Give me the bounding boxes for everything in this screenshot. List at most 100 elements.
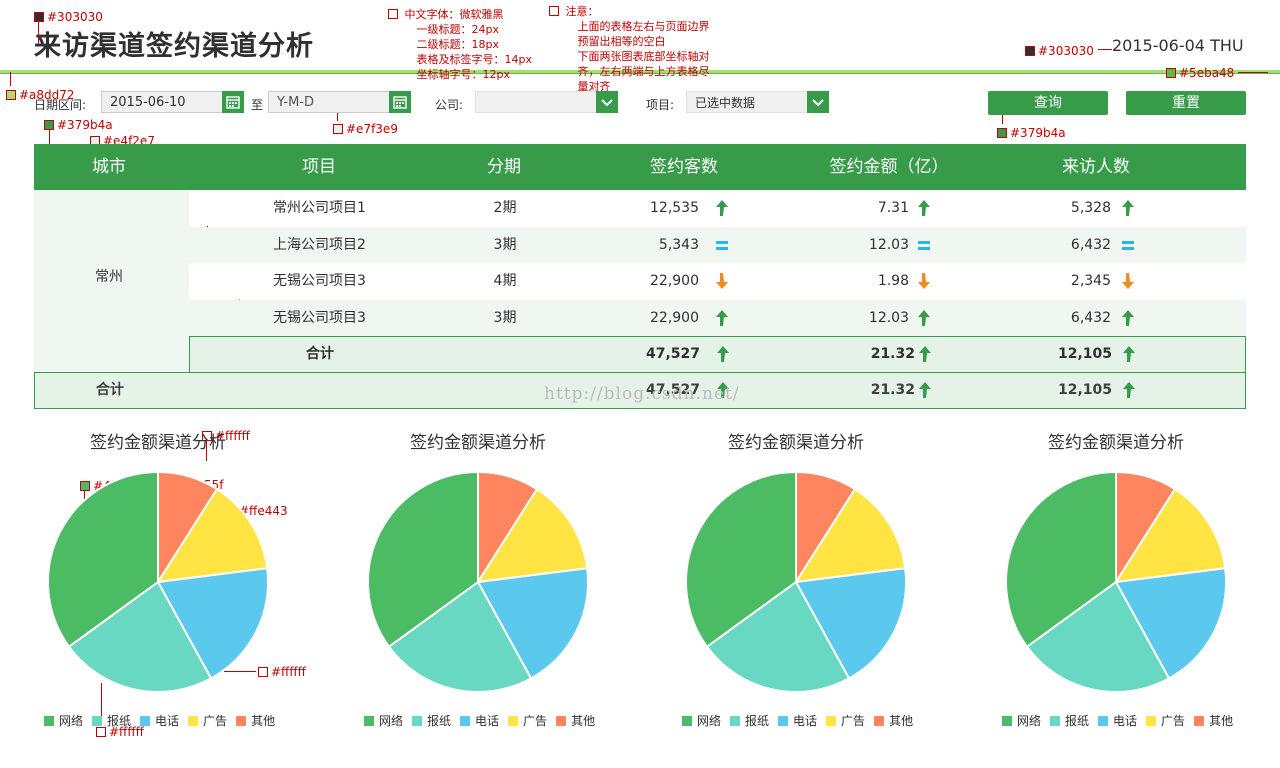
legend-swatch-icon <box>730 716 741 726</box>
pie-slice-电话[interactable] <box>1114 567 1227 680</box>
chevron-down-icon[interactable] <box>807 91 829 113</box>
legend-swatch-icon <box>1002 716 1012 726</box>
legend-label: 电话 <box>793 714 818 728</box>
pie-slice-报纸[interactable] <box>1025 580 1171 693</box>
calendar-icon[interactable] <box>222 91 244 113</box>
legend-item[interactable]: 报纸 <box>412 714 451 728</box>
pie-slice-广告[interactable] <box>1114 487 1227 584</box>
pie-slice-广告[interactable] <box>476 487 589 584</box>
trend-up-icon <box>919 382 931 398</box>
legend-item[interactable]: 其他 <box>1194 714 1233 728</box>
table-row: 上海公司项目2 3期 5,343 12.03 6,432 <box>189 226 1246 263</box>
color-label-text: #ffe443 <box>239 504 288 518</box>
color-label-text: #379b4a <box>1010 126 1066 140</box>
color-label-title: #303030 <box>34 10 103 24</box>
amount-cell: 1.98 <box>877 273 909 289</box>
visitors-cell: 6,432 <box>1070 236 1111 253</box>
total-amount: 21.32 <box>870 382 915 398</box>
company-select[interactable] <box>475 91 597 113</box>
color-label-text: #ffffff <box>271 665 306 679</box>
legend-item[interactable]: 其他 <box>236 714 275 728</box>
leader-line <box>10 72 11 86</box>
legend-item[interactable]: 报纸 <box>1050 714 1089 728</box>
swatch-icon <box>333 124 343 134</box>
pie-slice-电话[interactable] <box>156 567 269 680</box>
pie-chart <box>367 470 589 693</box>
trend-up-icon <box>716 200 728 216</box>
date-from-input[interactable]: 2015-06-10 <box>101 91 223 113</box>
color-label-text: #ffffff <box>109 725 144 739</box>
color-label-legend-bg: #ffffff <box>96 725 144 739</box>
swatch-icon <box>258 667 268 677</box>
legend-item[interactable]: 广告 <box>1146 714 1185 728</box>
legend-swatch-icon <box>826 716 837 726</box>
project-cell: 无锡公司项目3 <box>273 309 366 326</box>
legend-swatch-icon <box>556 716 567 726</box>
pie-slice-网络[interactable] <box>47 470 159 649</box>
color-label-text: #303030 <box>1038 44 1094 58</box>
customers-cell: 5,343 <box>658 236 699 253</box>
pie-slice-广告[interactable] <box>794 487 907 584</box>
font-spec-line: 二级标题：18px <box>416 38 500 51</box>
color-label-date: #303030 <box>1025 44 1094 58</box>
legend-item[interactable]: 电话 <box>140 714 179 728</box>
table-row: 无锡公司项目3 4期 22,900 1.98 2,345 <box>189 263 1246 299</box>
legend-label: 其他 <box>251 714 276 728</box>
trend-up-icon <box>1123 346 1135 362</box>
notice-line: 预留出相等的空白 <box>577 35 666 48</box>
legend-swatch-icon <box>44 716 54 726</box>
legend-swatch-icon <box>778 716 789 726</box>
pie-slice-网络[interactable] <box>367 470 479 649</box>
legend-swatch-icon <box>1050 716 1061 726</box>
pie-chart <box>685 470 907 693</box>
legend-label: 网络 <box>379 714 404 728</box>
date-to-input[interactable]: Y-M-D <box>268 91 390 113</box>
legend-item[interactable]: 电话 <box>1098 714 1137 728</box>
date-range-label: 日期区间: <box>34 98 87 112</box>
swatch-icon <box>1166 68 1176 78</box>
pie-slice-广告[interactable] <box>156 487 269 584</box>
pie-slice-网络[interactable] <box>685 470 797 649</box>
trend-down-icon <box>918 273 930 289</box>
leader-line <box>1098 49 1112 50</box>
legend-item[interactable]: 电话 <box>778 714 817 728</box>
legend-item[interactable]: 电话 <box>460 714 499 728</box>
notice-line: 下面两张图表底部坐标轴对 <box>577 50 710 63</box>
pie-legend: 网络 报纸 电话 广告 其他 <box>682 712 922 729</box>
project-select[interactable]: 已选中数据 <box>686 91 808 113</box>
pie-slice-报纸[interactable] <box>705 580 851 693</box>
chevron-down-icon[interactable] <box>596 91 618 113</box>
legend-item[interactable]: 广告 <box>826 714 865 728</box>
legend-item[interactable]: 网络 <box>682 714 721 728</box>
alignment-note: 注意： 上面的表格左右与页面边界 预留出相等的空白 下面两张图表底部坐标轴对 齐，左右两… <box>549 4 710 94</box>
legend-item[interactable]: 报纸 <box>730 714 769 728</box>
reset-button[interactable]: 重置 <box>1126 91 1246 115</box>
legend-item[interactable]: 网络 <box>364 714 403 728</box>
legend-item[interactable]: 报纸 <box>92 714 131 728</box>
table-row: 常州公司项目1 2期 12,535 7.31 5,328 <box>189 190 1246 226</box>
trend-up-icon <box>717 382 729 398</box>
color-label-button: #379b4a <box>997 126 1066 140</box>
legend-label: 广告 <box>203 714 228 728</box>
legend-item[interactable]: 其他 <box>556 714 595 728</box>
project-cell: 常州公司项目1 <box>273 200 366 216</box>
pie-slice-电话[interactable] <box>476 567 589 680</box>
pie-slice-电话[interactable] <box>794 567 907 680</box>
page-title: 来访渠道签约渠道分析 <box>34 31 314 62</box>
city-name: 常州 <box>95 269 123 285</box>
color-label-text: #a8dd72 <box>19 88 75 102</box>
calendar-icon[interactable] <box>389 91 411 113</box>
query-button[interactable]: 查询 <box>988 91 1108 115</box>
legend-label: 网络 <box>59 714 84 728</box>
notice-line: 量对齐 <box>577 80 611 93</box>
trend-up-icon <box>716 309 728 326</box>
legend-item[interactable]: 广告 <box>188 714 227 728</box>
pie-slice-网络[interactable] <box>1005 470 1117 649</box>
pie-slice-报纸[interactable] <box>387 580 533 693</box>
legend-item[interactable]: 广告 <box>508 714 547 728</box>
leader-line <box>38 22 39 44</box>
legend-item[interactable]: 其他 <box>874 714 913 728</box>
pie-slice-报纸[interactable] <box>67 580 213 693</box>
legend-item[interactable]: 网络 <box>1002 714 1041 728</box>
legend-item[interactable]: 网络 <box>44 714 83 728</box>
